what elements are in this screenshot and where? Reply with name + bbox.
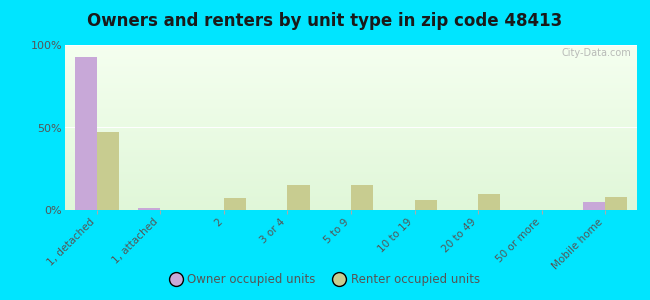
Bar — [287, 185, 309, 210]
Bar — [351, 185, 373, 210]
Bar — [605, 197, 627, 210]
Bar — [97, 132, 119, 210]
Bar — [138, 208, 161, 210]
Bar — [75, 56, 97, 210]
Text: City-Data.com: City-Data.com — [562, 48, 631, 58]
Text: Owners and renters by unit type in zip code 48413: Owners and renters by unit type in zip c… — [87, 12, 563, 30]
Bar — [583, 202, 605, 210]
Legend: Owner occupied units, Renter occupied units: Owner occupied units, Renter occupied un… — [165, 269, 485, 291]
Bar — [224, 199, 246, 210]
Bar — [415, 200, 437, 210]
Bar — [478, 194, 500, 210]
